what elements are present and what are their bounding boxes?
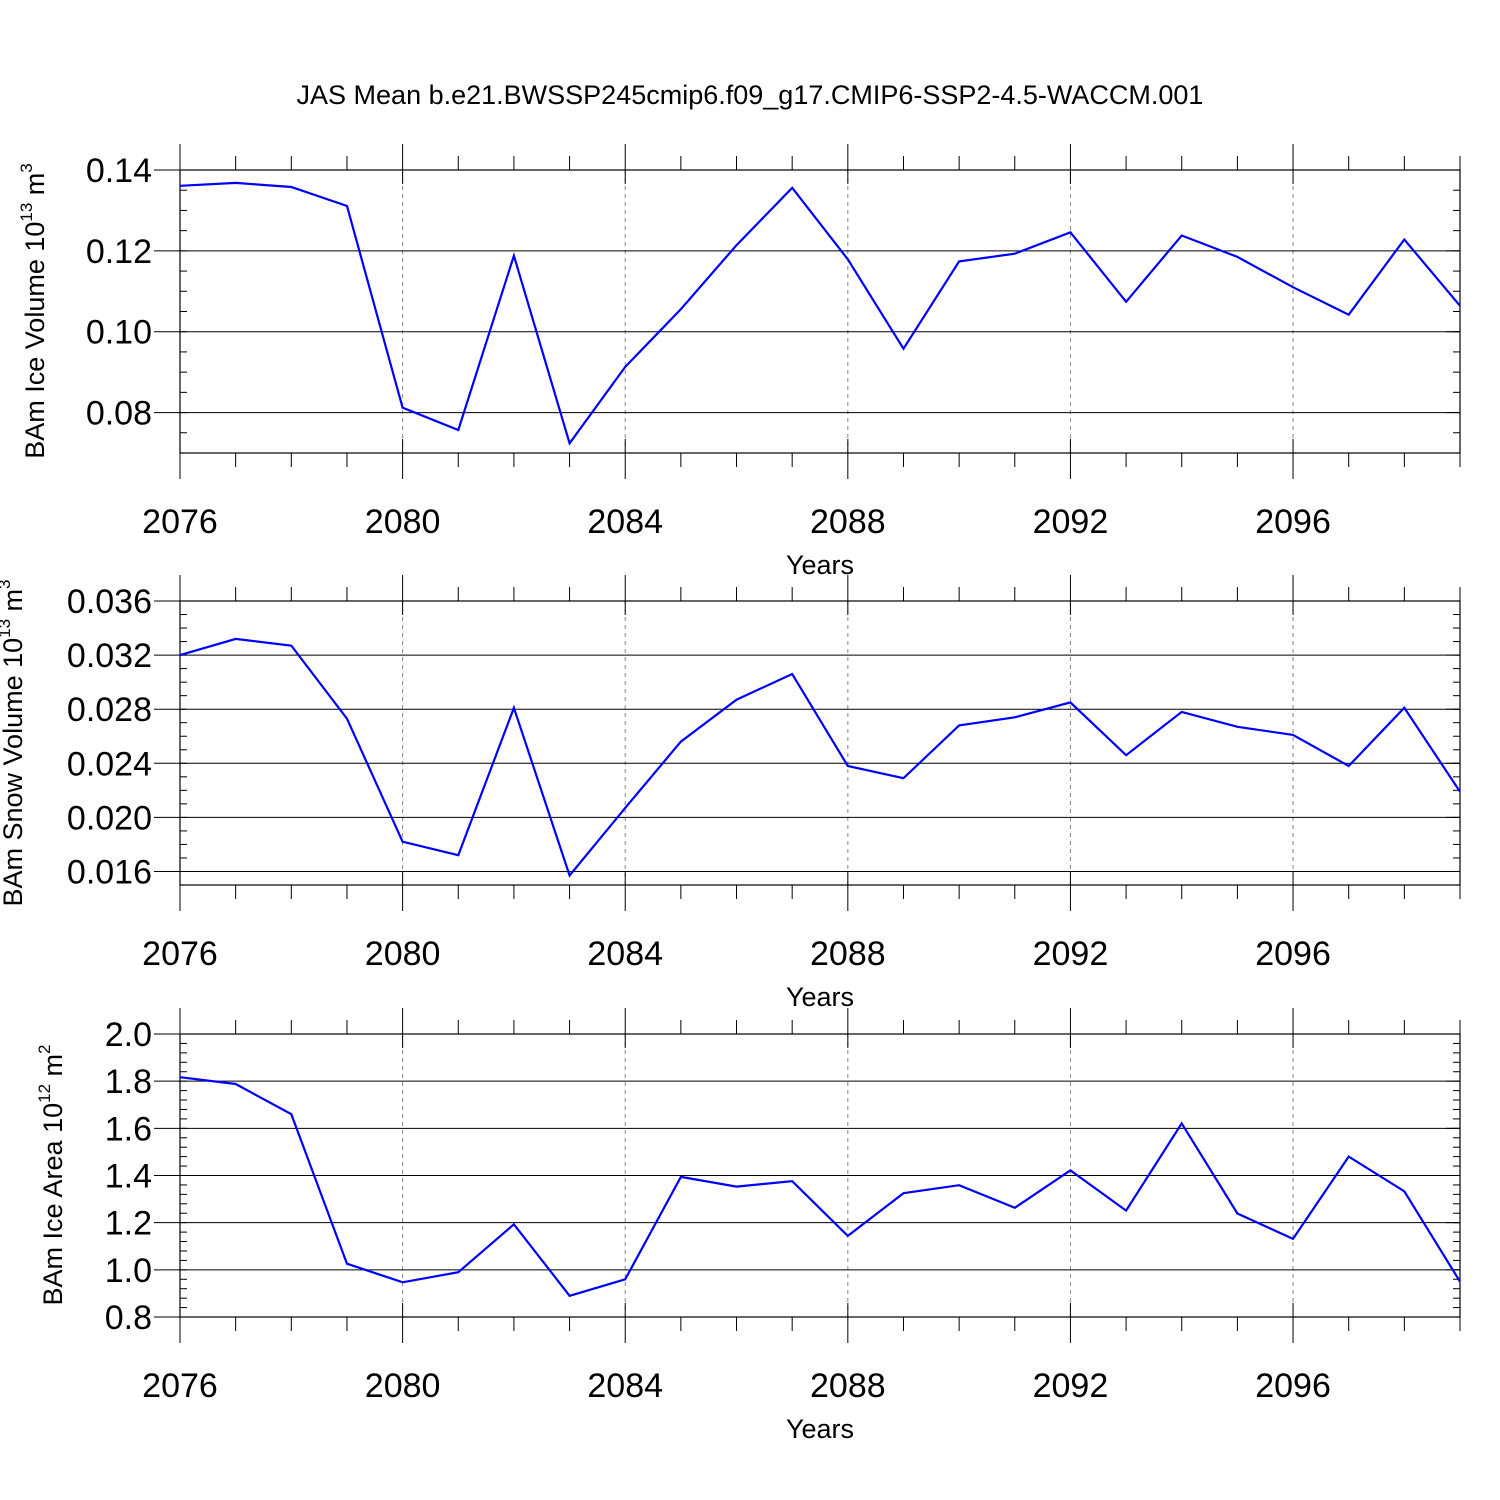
x-tick-label: 2088 xyxy=(810,503,886,541)
y-tick-label: 0.016 xyxy=(67,853,152,891)
y-tick-label: 0.032 xyxy=(67,637,152,675)
x-tick-label: 2092 xyxy=(1033,935,1109,973)
y-tick-label: 0.024 xyxy=(67,745,152,783)
x-tick-label: 2092 xyxy=(1033,1367,1109,1405)
x-tick-label: 2092 xyxy=(1033,503,1109,541)
x-tick-label: 2076 xyxy=(142,503,218,541)
y-tick-label: 1.8 xyxy=(105,1063,152,1101)
x-axis-label: Years xyxy=(786,982,854,1012)
x-tick-label: 2096 xyxy=(1255,935,1331,973)
y-tick-label: 0.036 xyxy=(67,583,152,621)
y-tick-label: 0.8 xyxy=(105,1299,152,1337)
x-tick-label: 2084 xyxy=(587,503,663,541)
series-line xyxy=(179,1076,1461,1298)
x-tick-label: 2088 xyxy=(810,935,886,973)
y-tick-label: 0.14 xyxy=(86,152,152,190)
chart-panel-1: 0.08 0.10 0.12 0.14 2076 2080 2084 2088 2092 2096… xyxy=(17,144,1461,580)
x-tick-label: 2088 xyxy=(810,1367,886,1405)
x-tick-label: 2076 xyxy=(142,935,218,973)
y-tick-label: 0.028 xyxy=(67,691,152,729)
chart-panel-2: 0.016 0.020 0.024 0.028 0.032 0.036 2076 2080 20… xyxy=(0,575,1461,1012)
series-line xyxy=(179,637,1461,878)
chart-title: JAS Mean b.e21.BWSSP245cmip6.f09_g17.CMI… xyxy=(296,80,1204,110)
x-tick-label: 2096 xyxy=(1255,1367,1331,1405)
y-tick-label: 1.6 xyxy=(105,1110,152,1148)
x-tick-label: 2096 xyxy=(1255,503,1331,541)
x-axis-label: Years xyxy=(786,1414,854,1444)
plot-frame xyxy=(179,169,1461,454)
x-tick-label: 2084 xyxy=(587,1367,663,1405)
y-axis-label: BAm Ice Area 1012 m2 xyxy=(35,1045,68,1306)
x-tick-label: 2080 xyxy=(365,935,441,973)
y-tick-label: 1.0 xyxy=(105,1252,152,1290)
y-tick-label: 0.08 xyxy=(86,395,152,433)
chart-panel-3: 0.8 1.0 1.2 1.4 1.6 1.8 2.0 2076 2080 2084 2088 209… xyxy=(35,1008,1461,1444)
x-tick-label: 2084 xyxy=(587,935,663,973)
y-tick-label: 2.0 xyxy=(105,1016,152,1054)
y-axis-label: BAm Ice Volume 1013 m3 xyxy=(17,163,50,459)
series-line xyxy=(179,181,1461,446)
y-tick-label: 1.2 xyxy=(105,1205,152,1243)
y-tick-label: 0.020 xyxy=(67,799,152,837)
y-tick-label: 0.12 xyxy=(86,233,152,271)
plot-frame xyxy=(179,600,1461,886)
x-axis-label: Years xyxy=(786,550,854,580)
x-tick-label: 2080 xyxy=(365,1367,441,1405)
y-tick-label: 1.4 xyxy=(105,1158,152,1196)
plot-frame xyxy=(179,1033,1461,1318)
y-tick-label: 0.10 xyxy=(86,314,152,352)
x-tick-label: 2080 xyxy=(365,503,441,541)
y-axis-label: BAm Snow Volume 1013 m3 xyxy=(0,579,28,906)
x-tick-label: 2076 xyxy=(142,1367,218,1405)
